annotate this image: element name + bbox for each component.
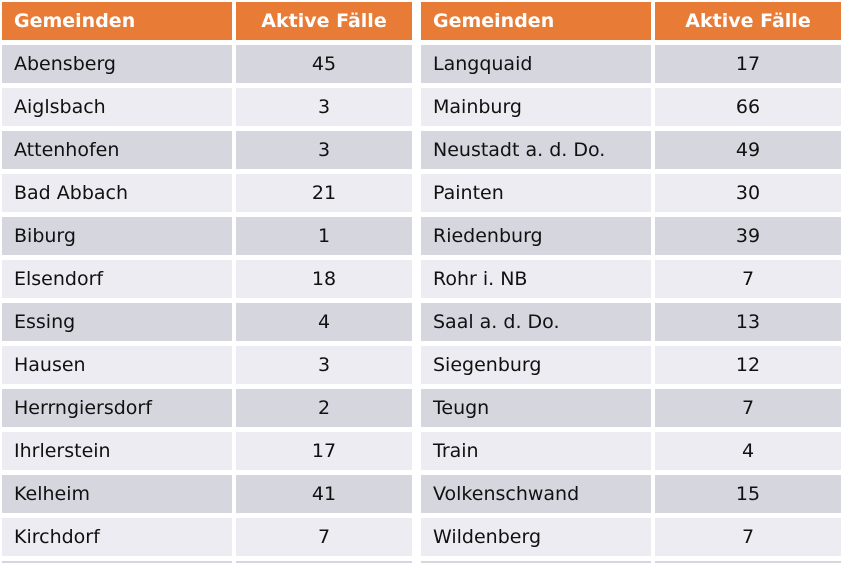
column-header-municipality-right: Gemeinden — [421, 2, 651, 40]
cases-cell: 4 — [236, 303, 412, 341]
municipality-cell: Train — [421, 432, 651, 470]
cases-cell: 21 — [236, 174, 412, 212]
clipped-row-strip — [236, 561, 412, 563]
municipality-cell: Teugn — [421, 389, 651, 427]
municipality-cell: Attenhofen — [2, 131, 232, 169]
table-left: Gemeinden Aktive Fälle Abensberg 45 Aiglsb… — [2, 2, 412, 563]
cases-cell: 7 — [655, 389, 841, 427]
municipality-cell: Volkenschwand — [421, 475, 651, 513]
municipality-cell: Bad Abbach — [2, 174, 232, 212]
cases-cell: 17 — [236, 432, 412, 470]
municipality-cell: Neustadt a. d. Do. — [421, 131, 651, 169]
cases-cell: 2 — [236, 389, 412, 427]
municipality-cell: Essing — [2, 303, 232, 341]
municipality-cell: Painten — [421, 174, 651, 212]
column-header-cases-right: Aktive Fälle — [655, 2, 841, 40]
municipality-cell: Abensberg — [2, 45, 232, 83]
cases-cell: 39 — [655, 217, 841, 255]
clipped-row-strip — [655, 561, 841, 563]
cases-cell: 7 — [655, 518, 841, 556]
cases-cell: 1 — [236, 217, 412, 255]
cases-cell: 4 — [655, 432, 841, 470]
municipality-cell: Langquaid — [421, 45, 651, 83]
cases-cell: 7 — [655, 260, 841, 298]
cases-cell: 66 — [655, 88, 841, 126]
cases-cell: 3 — [236, 88, 412, 126]
cases-cell: 17 — [655, 45, 841, 83]
clipped-row-strip — [421, 561, 651, 563]
municipality-cell: Herrngiersdorf — [2, 389, 232, 427]
municipality-cell: Aiglsbach — [2, 88, 232, 126]
municipality-cell: Saal a. d. Do. — [421, 303, 651, 341]
municipality-cell: Hausen — [2, 346, 232, 384]
cases-cell: 3 — [236, 346, 412, 384]
municipality-cell: Elsendorf — [2, 260, 232, 298]
municipality-cell: Biburg — [2, 217, 232, 255]
cases-cell: 15 — [655, 475, 841, 513]
clipped-row-strip — [2, 561, 232, 563]
municipality-cell: Riedenburg — [421, 217, 651, 255]
cases-cell: 7 — [236, 518, 412, 556]
municipality-cell: Kelheim — [2, 475, 232, 513]
cases-cell: 30 — [655, 174, 841, 212]
municipality-cell: Wildenberg — [421, 518, 651, 556]
cases-cell: 13 — [655, 303, 841, 341]
cases-cell: 12 — [655, 346, 841, 384]
column-header-municipality-left: Gemeinden — [2, 2, 232, 40]
municipality-cell: Siegenburg — [421, 346, 651, 384]
cases-cell: 49 — [655, 131, 841, 169]
cases-cell: 41 — [236, 475, 412, 513]
municipality-cell: Kirchdorf — [2, 518, 232, 556]
cases-cell: 3 — [236, 131, 412, 169]
cases-cell: 45 — [236, 45, 412, 83]
cases-cell: 18 — [236, 260, 412, 298]
column-header-cases-left: Aktive Fälle — [236, 2, 412, 40]
municipality-cell: Ihrlerstein — [2, 432, 232, 470]
municipality-cell: Rohr i. NB — [421, 260, 651, 298]
municipality-cell: Mainburg — [421, 88, 651, 126]
table-right: Gemeinden Aktive Fälle Langquaid 17 Mainbu… — [421, 2, 841, 563]
